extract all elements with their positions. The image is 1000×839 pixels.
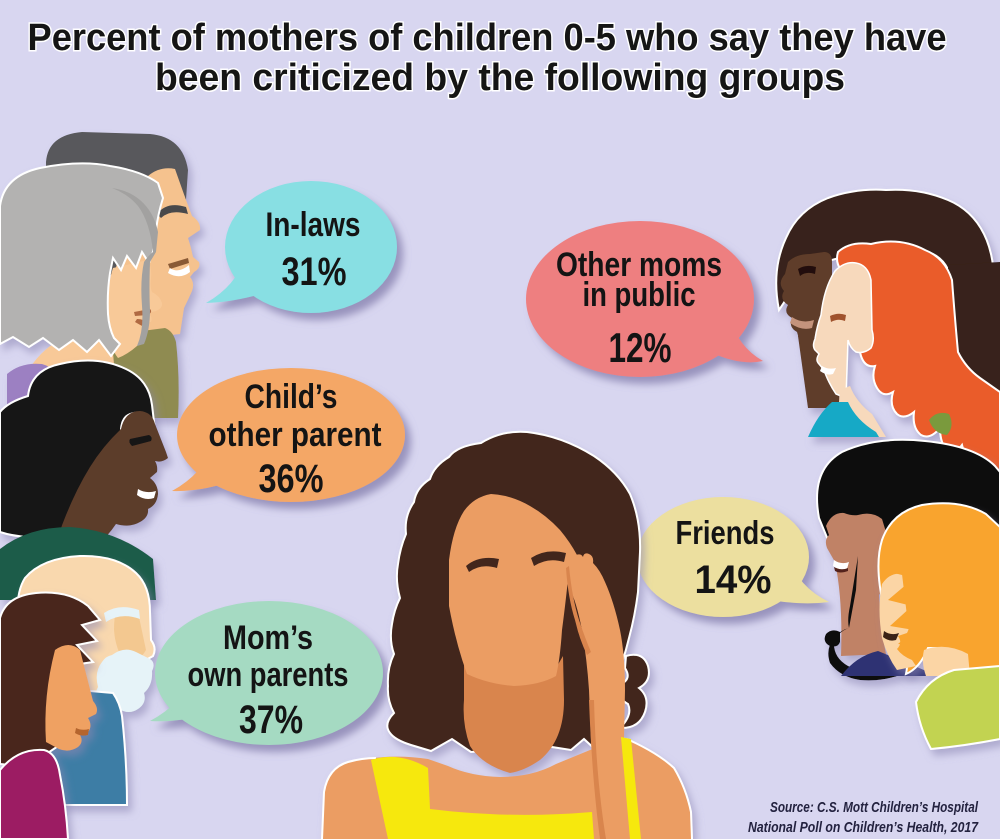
svg-text:Other moms: Other moms xyxy=(556,246,722,284)
svg-text:36%: 36% xyxy=(259,457,324,501)
svg-text:in public: in public xyxy=(583,276,696,314)
svg-text:Percent of mothers of children: Percent of mothers of children 0-5 who s… xyxy=(28,17,947,59)
svg-text:14%: 14% xyxy=(695,558,772,602)
svg-text:Source: C.S. Mott Children’s H: Source: C.S. Mott Children’s Hospital xyxy=(770,799,979,816)
svg-text:Mom’s: Mom’s xyxy=(223,619,313,657)
svg-text:been criticized by the followi: been criticized by the following groups xyxy=(155,57,845,99)
svg-text:own parents: own parents xyxy=(188,656,349,694)
svg-text:37%: 37% xyxy=(239,698,303,742)
svg-text:Child’s: Child’s xyxy=(245,378,338,416)
svg-text:other parent: other parent xyxy=(209,416,382,454)
svg-text:National Poll on Children’s He: National Poll on Children’s Health, 2017 xyxy=(748,819,979,836)
svg-text:31%: 31% xyxy=(282,250,347,294)
svg-text:In-laws: In-laws xyxy=(266,206,361,244)
svg-text:Friends: Friends xyxy=(676,514,775,551)
svg-text:12%: 12% xyxy=(609,324,672,371)
